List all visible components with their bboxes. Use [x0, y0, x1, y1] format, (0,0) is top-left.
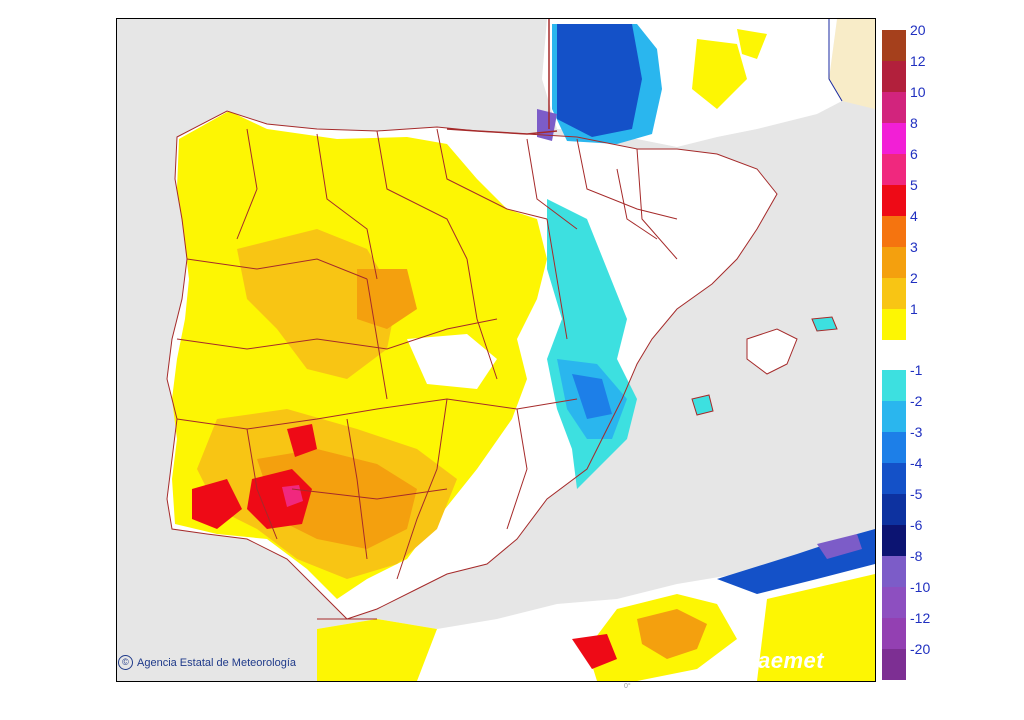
- aemet-logo: aemet: [758, 648, 825, 673]
- anomaly-plus6-spot: [282, 485, 303, 507]
- legend-tick-label: 3: [910, 238, 918, 255]
- ibiza-island: [691, 394, 714, 416]
- north-africa: [317, 529, 875, 681]
- anomaly-plus5-africa: [572, 634, 617, 669]
- legend-swatch: [882, 432, 906, 464]
- legend-swatch: [882, 60, 906, 92]
- legend-swatch: [882, 463, 906, 495]
- legend-tick-label: 4: [910, 207, 918, 224]
- anomaly-plus5-spot-center: [247, 469, 312, 529]
- legend-swatch: [882, 339, 906, 371]
- anomaly-plus1-france-2: [737, 29, 767, 59]
- legend-swatch: [882, 184, 906, 216]
- anomaly-plus2-region-north: [237, 229, 397, 379]
- cantabrian-coast: [446, 128, 558, 135]
- legend-tick-label: 20: [910, 22, 926, 38]
- mallorca-island: [746, 328, 798, 375]
- menorca-island: [811, 316, 838, 332]
- legend-tick-label: 10: [910, 83, 926, 100]
- legend-tick-label: -12: [910, 610, 931, 627]
- france-area: [829, 19, 875, 109]
- anomaly-minus8-africa: [817, 534, 862, 559]
- anomaly-minus3-valencia: [572, 374, 612, 419]
- anomaly-plus5-spot-west: [192, 479, 242, 529]
- legend-swatch: [882, 30, 906, 61]
- anomaly-plus1-africa-west: [317, 619, 437, 681]
- legend-swatch: [882, 153, 906, 185]
- legend-swatch: [882, 370, 906, 402]
- anomaly-plus3-africa: [637, 609, 707, 659]
- legend-tick-label: -6: [910, 517, 923, 534]
- legend-swatch: [882, 525, 906, 557]
- legend-swatch: [882, 587, 906, 619]
- legend-tick-label: -10: [910, 579, 931, 596]
- legend-swatch: [882, 277, 906, 309]
- legend-tick-label: -3: [910, 424, 923, 441]
- legend-swatch: [882, 618, 906, 650]
- legend-tick-label: 2: [910, 269, 918, 286]
- anomaly-plus1-africa-east: [757, 574, 875, 681]
- legend-tick-label: 1: [910, 300, 918, 317]
- legend-swatch: [882, 649, 906, 681]
- legend-tick-label: -20: [910, 641, 931, 658]
- legend-swatch: [882, 246, 906, 278]
- neutral-region-center: [407, 334, 497, 389]
- legend-swatch: [882, 122, 906, 154]
- legend-tick-label: 8: [910, 114, 918, 131]
- province-borders: [166, 110, 778, 620]
- legend-tick-label: -5: [910, 486, 923, 503]
- anomaly-map: [116, 18, 876, 682]
- anomaly-plus3-region-center: [357, 269, 417, 329]
- anomaly-plus5-spot-north: [287, 424, 317, 457]
- legend-tick-label: 12: [910, 52, 926, 69]
- longitude-label: 0°: [624, 683, 631, 690]
- anomaly-minus4-biscay: [557, 24, 642, 137]
- legend-tick-label: -8: [910, 548, 923, 565]
- credit-text: Agencia Estatal de Meteorología: [137, 656, 296, 669]
- legend-tick-label: 6: [910, 145, 918, 162]
- legend-tick-label: -1: [910, 362, 923, 379]
- anomaly-plus1-france: [692, 39, 747, 109]
- legend-tick-label: -4: [910, 455, 923, 472]
- legend-tick-label: -2: [910, 393, 923, 410]
- color-legend: 20 12 10 8 6 5 4 3 2 1 -1 -2 -3 -4 -5 -6 -8 -10 -12 -20: [882, 23, 942, 681]
- map-credit: © Agencia Estatal de Meteorología: [118, 655, 296, 670]
- map-svg: [117, 19, 875, 681]
- legend-swatch: [882, 556, 906, 588]
- legend-tick-label: 5: [910, 176, 918, 193]
- legend-swatch: [882, 308, 906, 340]
- legend-swatch: [882, 401, 906, 433]
- legend-swatch: [882, 215, 906, 247]
- legend-swatch: [882, 494, 906, 526]
- copyright-icon: ©: [118, 655, 133, 670]
- legend-swatch: [882, 91, 906, 123]
- france-border-line: [828, 19, 843, 102]
